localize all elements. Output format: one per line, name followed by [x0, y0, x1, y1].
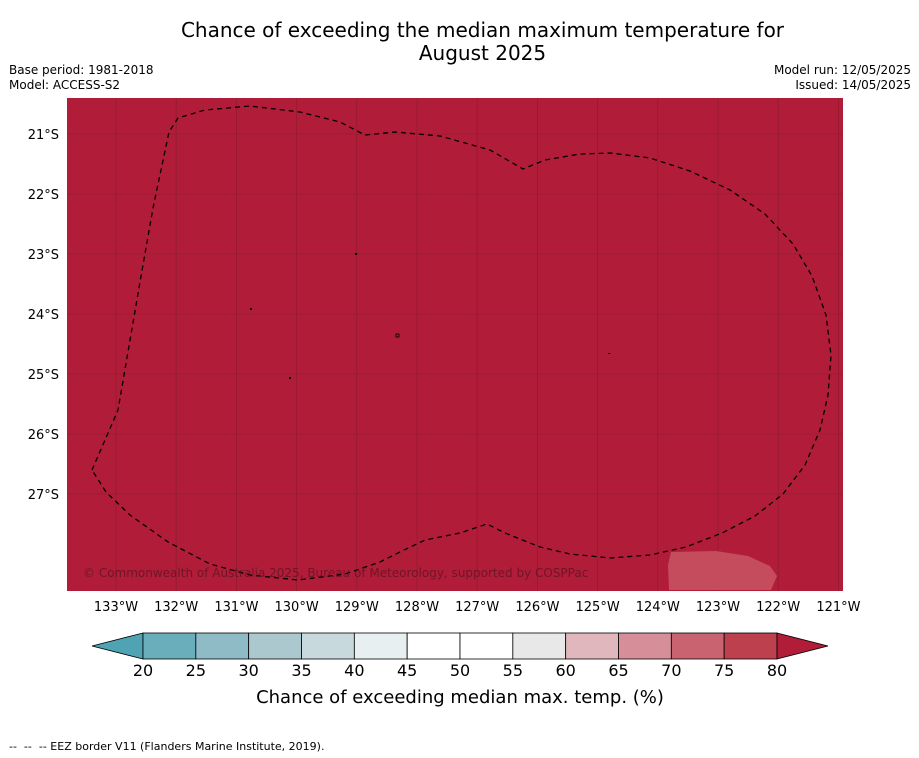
island-markers [250, 253, 610, 379]
island-marker [289, 377, 291, 379]
longitude-label: 122°W [756, 600, 800, 615]
longitude-label: 129°W [335, 600, 379, 615]
colorbar-tick: 40 [344, 661, 364, 680]
colorbar-segment [142, 632, 197, 660]
graticule [67, 98, 843, 591]
colorbar-tick: 45 [397, 661, 417, 680]
latitude-label: 26°S [28, 428, 59, 443]
island-marker [250, 308, 252, 310]
colorbar-segment [723, 632, 778, 660]
meta-left: Base period: 1981-2018 Model: ACCESS-S2 [9, 63, 154, 93]
colorbar-segments [142, 632, 778, 660]
colorbar-tick: 60 [555, 661, 575, 680]
colorbar-tick: 20 [133, 661, 153, 680]
longitude-label: 128°W [395, 600, 439, 615]
probability-fill [67, 98, 843, 591]
base-period: Base period: 1981-2018 [9, 63, 154, 77]
longitude-label: 131°W [214, 600, 258, 615]
longitude-label: 126°W [515, 600, 559, 615]
longitude-label: 130°W [275, 600, 319, 615]
eez-legend: -- -- -- EEZ border V11 (Flanders Marine… [9, 740, 325, 753]
title-line-2: August 2025 [418, 41, 547, 65]
colorbar-tick: 80 [767, 661, 787, 680]
colorbar-label: Chance of exceeding median max. temp. (%… [256, 687, 664, 708]
colorbar-tick: 35 [291, 661, 311, 680]
colorbar-segment [301, 632, 355, 660]
colorbar-high-arrow [776, 632, 829, 660]
colorbar-tick: 70 [661, 661, 681, 680]
longitude-label: 133°W [94, 600, 138, 615]
meta-right: Model run: 12/05/2025 Issued: 14/05/2025 [774, 63, 911, 93]
colorbar-tick-labels: 20 25 30 35 40 45 50 55 60 65 70 75 80 [133, 661, 787, 680]
latitude-label: 25°S [28, 368, 59, 383]
longitude-label: 121°W [816, 600, 860, 615]
longitude-labels: 133°W 132°W 131°W 130°W 129°W 128°W 127°W 126°W… [94, 600, 861, 615]
colorbar-segment [512, 632, 567, 660]
copyright-notice: © Commonwealth of Australia 2025, Bureau… [83, 566, 588, 580]
colorbar-segment [670, 632, 725, 660]
model-name: Model: ACCESS-S2 [9, 78, 121, 92]
colorbar-segment [459, 632, 514, 660]
colorbar-segment [353, 632, 408, 660]
island-marker [608, 353, 610, 354]
longitude-label: 125°W [576, 600, 620, 615]
latitude-label: 21°S [28, 128, 59, 143]
latitude-label: 23°S [28, 248, 59, 263]
colorbar-low-arrow [91, 632, 144, 660]
longitude-label: 132°W [154, 600, 198, 615]
colorbar-segment [406, 632, 461, 660]
latitude-label: 27°S [28, 488, 59, 503]
colorbar-tick: 75 [714, 661, 734, 680]
colorbar-segment [565, 632, 619, 660]
colorbar: 20 25 30 35 40 45 50 55 60 65 70 75 80 Chance of exc… [91, 632, 829, 708]
island-marker [355, 253, 357, 255]
latitude-labels: 21°S 22°S 23°S 24°S 25°S 26°S 27°S [28, 128, 59, 503]
colorbar-tick: 65 [608, 661, 628, 680]
issued-date: Issued: 14/05/2025 [795, 78, 911, 92]
model-run: Model run: 12/05/2025 [773, 63, 911, 77]
longitude-label: 127°W [455, 600, 499, 615]
colorbar-tick: 50 [450, 661, 470, 680]
latitude-label: 22°S [28, 188, 59, 203]
map-panel: © Commonwealth of Australia 2025, Bureau… [67, 98, 843, 591]
colorbar-segment [195, 632, 250, 660]
colorbar-tick: 25 [186, 661, 206, 680]
colorbar-tick: 55 [503, 661, 523, 680]
colorbar-tick: 30 [238, 661, 258, 680]
island-marker [395, 333, 400, 338]
title-line-1: Chance of exceeding the median maximum t… [180, 18, 785, 42]
longitude-label: 123°W [696, 600, 740, 615]
latitude-label: 24°S [28, 308, 59, 323]
figure-title: Chance of exceeding the median maximum t… [0, 19, 919, 65]
colorbar-segment [618, 632, 672, 660]
lower-probability-patch [668, 551, 777, 590]
colorbar-segment [248, 632, 302, 660]
longitude-label: 124°W [636, 600, 680, 615]
